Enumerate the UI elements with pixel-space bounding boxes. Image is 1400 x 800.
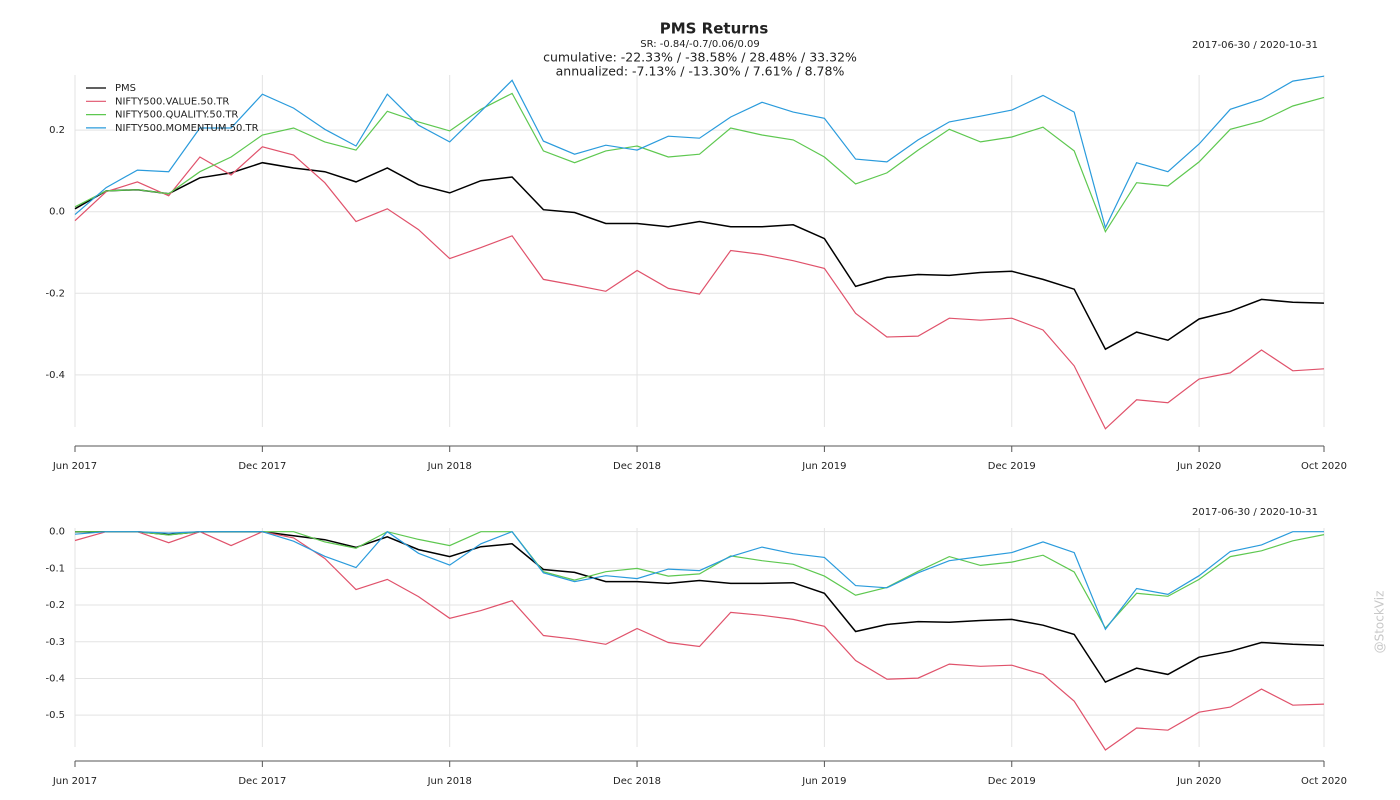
x-tick-label: Oct 2020 — [1301, 776, 1347, 787]
x-tick-label: Jun 2020 — [1176, 776, 1221, 787]
x-tick-label: Jun 2019 — [801, 776, 846, 787]
watermark: @StockViz — [1373, 591, 1387, 654]
subtitle: SR: -0.84/-0.7/0.06/0.09 — [640, 39, 760, 50]
x-tick-label: Oct 2020 — [1301, 461, 1347, 472]
annotation: annualized: -7.13% / -13.30% / 7.61% / 8… — [556, 64, 845, 79]
y-tick-label: -0.5 — [45, 710, 65, 721]
x-tick-label: Jun 2019 — [801, 461, 846, 472]
y-tick-label: 0.0 — [49, 527, 65, 538]
x-tick-label: Dec 2017 — [238, 461, 286, 472]
legend-label: NIFTY500.MOMENTUM.50.TR — [115, 123, 259, 134]
y-tick-label: -0.4 — [45, 370, 65, 381]
y-tick-label: -0.4 — [45, 673, 65, 684]
x-tick-label: Dec 2019 — [988, 776, 1036, 787]
x-tick-label: Dec 2017 — [238, 776, 286, 787]
y-tick-label: -0.2 — [45, 600, 65, 611]
annotation: cumulative: -22.33% / -38.58% / 28.48% /… — [543, 50, 857, 65]
series-line — [74, 530, 1324, 631]
legend-label: PMS — [115, 83, 136, 94]
legend-label: NIFTY500.VALUE.50.TR — [115, 96, 229, 107]
x-tick-label: Dec 2018 — [613, 776, 661, 787]
x-tick-label: Jun 2020 — [1176, 461, 1221, 472]
x-tick-label: Jun 2017 — [52, 461, 97, 472]
y-tick-label: -0.3 — [45, 637, 65, 648]
y-tick-label: 0.0 — [49, 207, 65, 218]
series-line — [74, 92, 1325, 234]
chart-title: PMS Returns — [660, 20, 769, 38]
series-line — [74, 75, 1325, 230]
legend-label: NIFTY500.QUALITY.50.TR — [115, 110, 238, 121]
series-line — [74, 161, 1325, 351]
series-line — [74, 531, 1325, 751]
x-tick-label: Dec 2018 — [613, 461, 661, 472]
date-range: 2017-06-30 / 2020-10-31 — [1192, 40, 1318, 51]
y-tick-label: -0.1 — [45, 563, 65, 574]
series-line — [75, 530, 1325, 684]
series-line — [74, 146, 1325, 430]
y-tick-label: -0.2 — [45, 288, 65, 299]
x-tick-label: Dec 2019 — [988, 461, 1036, 472]
x-tick-label: Jun 2017 — [52, 776, 97, 787]
date-range: 2017-06-30 / 2020-10-31 — [1192, 507, 1318, 518]
x-tick-label: Jun 2018 — [427, 461, 472, 472]
x-tick-label: Jun 2018 — [427, 776, 472, 787]
y-tick-label: 0.2 — [49, 125, 65, 136]
